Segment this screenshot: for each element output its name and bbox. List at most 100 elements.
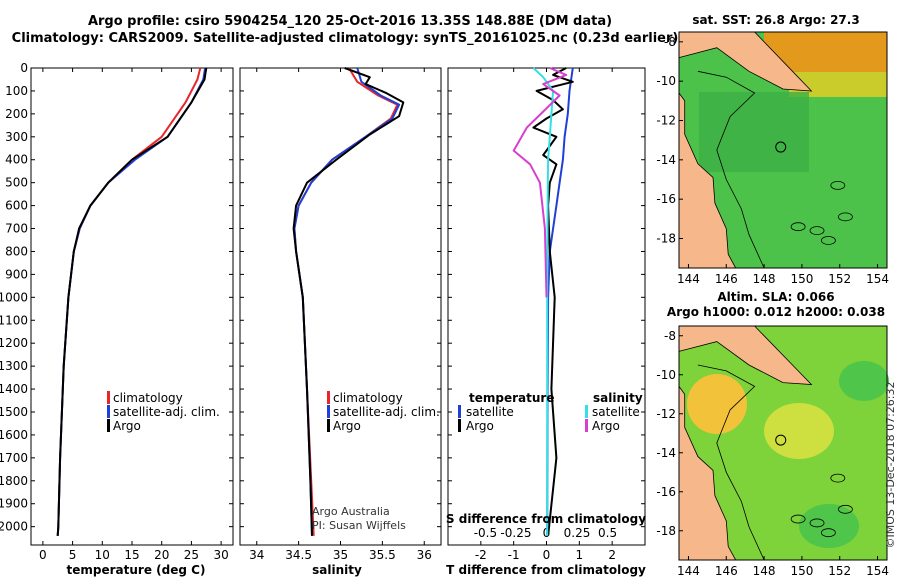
y-tick-label: 1200	[0, 336, 28, 350]
y-tick-label: 1900	[0, 497, 28, 511]
map-y-tick-label: -12	[656, 407, 676, 421]
sst-map-title: sat. SST: 26.8 Argo: 27.3	[692, 13, 859, 27]
credit-line-1: Argo Australia	[312, 505, 390, 518]
map-x-tick-label: 154	[866, 272, 889, 286]
reef-contour	[838, 212, 853, 222]
y-tick-label: 500	[5, 176, 28, 190]
difference-panel: -2 -1 0 1 2-0.5 -0.25 0 0.25 0.5	[447, 67, 646, 562]
map-x-tick-label: 148	[753, 564, 776, 578]
y-tick-label: 900	[5, 267, 28, 281]
reef-contour	[830, 473, 846, 483]
y-tick-label: 2000	[0, 520, 28, 534]
high-sla-patch	[764, 403, 834, 459]
legend-s-argo-label: Argo	[592, 419, 620, 433]
map-y-tick-label: -8	[664, 329, 676, 343]
y-tick-label: 1500	[0, 405, 28, 419]
y-tick-label: 600	[5, 199, 28, 213]
x-tick-label: 30	[213, 548, 228, 562]
sla-map: 144 146 148 150 152 154 -8 -10 -12 -14 -16 -18	[656, 325, 889, 578]
x-tick-label: 34	[249, 548, 264, 562]
y-tick-label: 800	[5, 244, 28, 258]
legend-climatology-label: climatology	[333, 391, 403, 405]
y-tick-label: 200	[5, 107, 28, 121]
y-tick-label: 300	[5, 130, 28, 144]
legend-argo-label: Argo	[113, 419, 141, 433]
series-argo	[56, 67, 208, 536]
title-line-2: Climatology: CARS2009. Satellite-adjuste…	[12, 31, 679, 46]
temperature-panel: 0100200300400500600700800900100011001200…	[0, 61, 234, 562]
series-salinity-argo	[512, 67, 568, 298]
map-y-tick-label: -12	[656, 114, 676, 128]
y-tick-label: 1300	[0, 359, 28, 373]
x-tick-label: 20	[154, 548, 169, 562]
legend-argo-swatch	[327, 419, 330, 432]
x-tick-label: 35.5	[369, 548, 396, 562]
legend-climatology-swatch	[107, 391, 110, 404]
plot-frame	[239, 67, 442, 546]
low-sla-patch	[799, 504, 859, 548]
salinity-legend: climatology satellite-adj. clim. Argo	[327, 391, 440, 433]
s-tick-label: 0.25	[564, 526, 591, 540]
reef-contour	[809, 226, 825, 236]
reef-contour	[838, 504, 853, 514]
legend-t-argo-swatch	[458, 419, 461, 432]
map-x-tick-label: 152	[828, 564, 851, 578]
x-tick-label: 0	[39, 548, 47, 562]
legend-satellite-label: satellite-adj. clim.	[333, 405, 440, 419]
x-tick-label: -1	[508, 548, 520, 562]
y-tick-label: 1400	[0, 382, 28, 396]
x-tick-label: 35	[333, 548, 348, 562]
sst-map: 144 146 148 150 152 154 -8 -10 -12 -14 -16 -18	[656, 31, 889, 286]
high-sla-patch	[687, 374, 747, 434]
map-x-tick-label: 152	[828, 272, 851, 286]
sla-map-subtitle: Argo h1000: 0.012 h2000: 0.038	[667, 305, 885, 319]
legend-salinity-title: salinity	[593, 391, 643, 405]
depth-contour	[697, 364, 765, 561]
legend-s-satellite-label: satellite	[592, 405, 640, 419]
map-y-tick-label: -8	[664, 35, 676, 49]
map-frame	[678, 31, 888, 269]
x-tick-label: 0	[543, 548, 551, 562]
legend-satellite-swatch	[327, 405, 330, 418]
salinity-xlabel: salinity	[312, 563, 362, 577]
legend-s-argo-swatch	[585, 419, 588, 432]
x-tick-label: 5	[69, 548, 77, 562]
map-x-tick-label: 146	[715, 564, 738, 578]
map-x-tick-label: 150	[790, 564, 813, 578]
temperature-xlabel: temperature (deg C)	[67, 563, 206, 577]
x-tick-label: 2	[608, 548, 616, 562]
map-frame	[678, 325, 888, 561]
y-tick-label: 400	[5, 153, 28, 167]
y-tick-label: 100	[5, 84, 28, 98]
reef-contour	[830, 180, 846, 190]
x-tick-label: 1	[576, 548, 584, 562]
legend-argo-swatch	[107, 419, 110, 432]
new-guinea-land	[678, 325, 813, 385]
y-tick-label: 1800	[0, 474, 28, 488]
salinity-panel: 34 34.5 35 35.5 36	[239, 67, 442, 562]
imos-stamp: ©IMOS 13-Dec-2018 07:26:32	[884, 382, 897, 549]
map-x-tick-label: 154	[866, 564, 889, 578]
cool-patch	[699, 92, 809, 172]
x-tick-label: 25	[184, 548, 199, 562]
s-tick-label: 0.5	[598, 526, 617, 540]
map-y-tick-label: -10	[656, 74, 676, 88]
y-tick-label: 1700	[0, 451, 28, 465]
legend-t-satellite-label: satellite	[466, 405, 514, 419]
legend-satellite-swatch	[107, 405, 110, 418]
legend-t-satellite-swatch	[458, 405, 461, 418]
credit-line-2: PI: Susan Wijffels	[312, 519, 406, 532]
legend-t-argo-label: Argo	[466, 419, 494, 433]
argo-location-marker	[775, 434, 787, 446]
x-tick-label: 34.5	[285, 548, 312, 562]
legend-argo-label: Argo	[333, 419, 361, 433]
depth-contour	[697, 70, 765, 269]
reef-contour	[790, 222, 806, 232]
sla-map-title: Altim. SLA: 0.066	[717, 290, 834, 304]
x-tick-label: -2	[475, 548, 487, 562]
difference-legend: temperature satellite Argo salinity sate…	[458, 391, 643, 433]
legend-satellite-label: satellite-adj. clim.	[113, 405, 220, 419]
x-tick-label: 36	[417, 548, 432, 562]
map-y-tick-label: -16	[656, 192, 676, 206]
x-tick-label: 10	[95, 548, 110, 562]
